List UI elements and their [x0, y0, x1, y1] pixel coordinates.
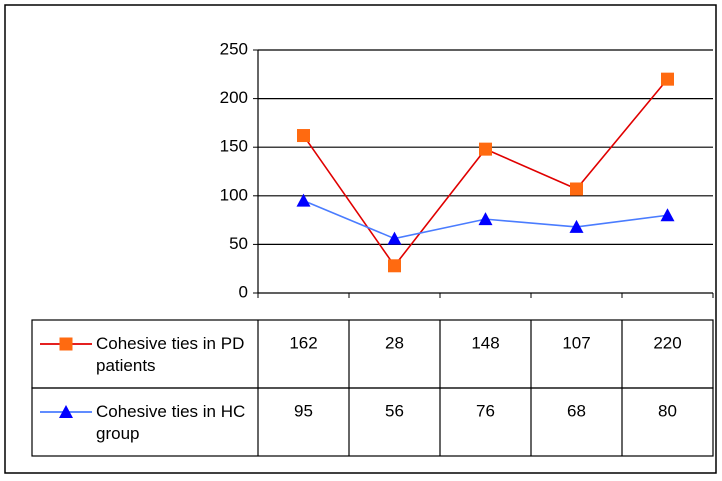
table-value: 68	[567, 401, 586, 420]
point	[479, 143, 492, 156]
y-tick-label: 0	[239, 282, 248, 301]
legend-label-box: Cohesive ties in PD patients	[96, 333, 256, 383]
legend-label: Cohesive ties in PD patients	[96, 333, 256, 377]
table-value: 220	[653, 333, 681, 352]
point	[570, 182, 583, 195]
y-tick-label: 50	[229, 234, 248, 253]
table-value: 56	[385, 401, 404, 420]
table-value: 28	[385, 333, 404, 352]
table-value: 148	[471, 333, 499, 352]
y-tick-label: 150	[220, 137, 248, 156]
table-value: 95	[294, 401, 313, 420]
legend-label: Cohesive ties in HC group	[96, 401, 256, 445]
legend-marker	[60, 338, 73, 351]
y-tick-label: 200	[220, 88, 248, 107]
chart: 0 50 100 150 200 250 Cohesive ties in PD patie…	[0, 0, 722, 481]
point	[297, 129, 310, 142]
point	[388, 259, 401, 272]
table-value: 162	[289, 333, 317, 352]
legend-label-box: Cohesive ties in HC group	[96, 401, 256, 451]
y-tick-label: 100	[220, 185, 248, 204]
point	[661, 73, 674, 86]
table-value: 107	[562, 333, 590, 352]
table-value: 80	[658, 401, 677, 420]
table-value: 76	[476, 401, 495, 420]
y-tick-label: 250	[220, 39, 248, 58]
